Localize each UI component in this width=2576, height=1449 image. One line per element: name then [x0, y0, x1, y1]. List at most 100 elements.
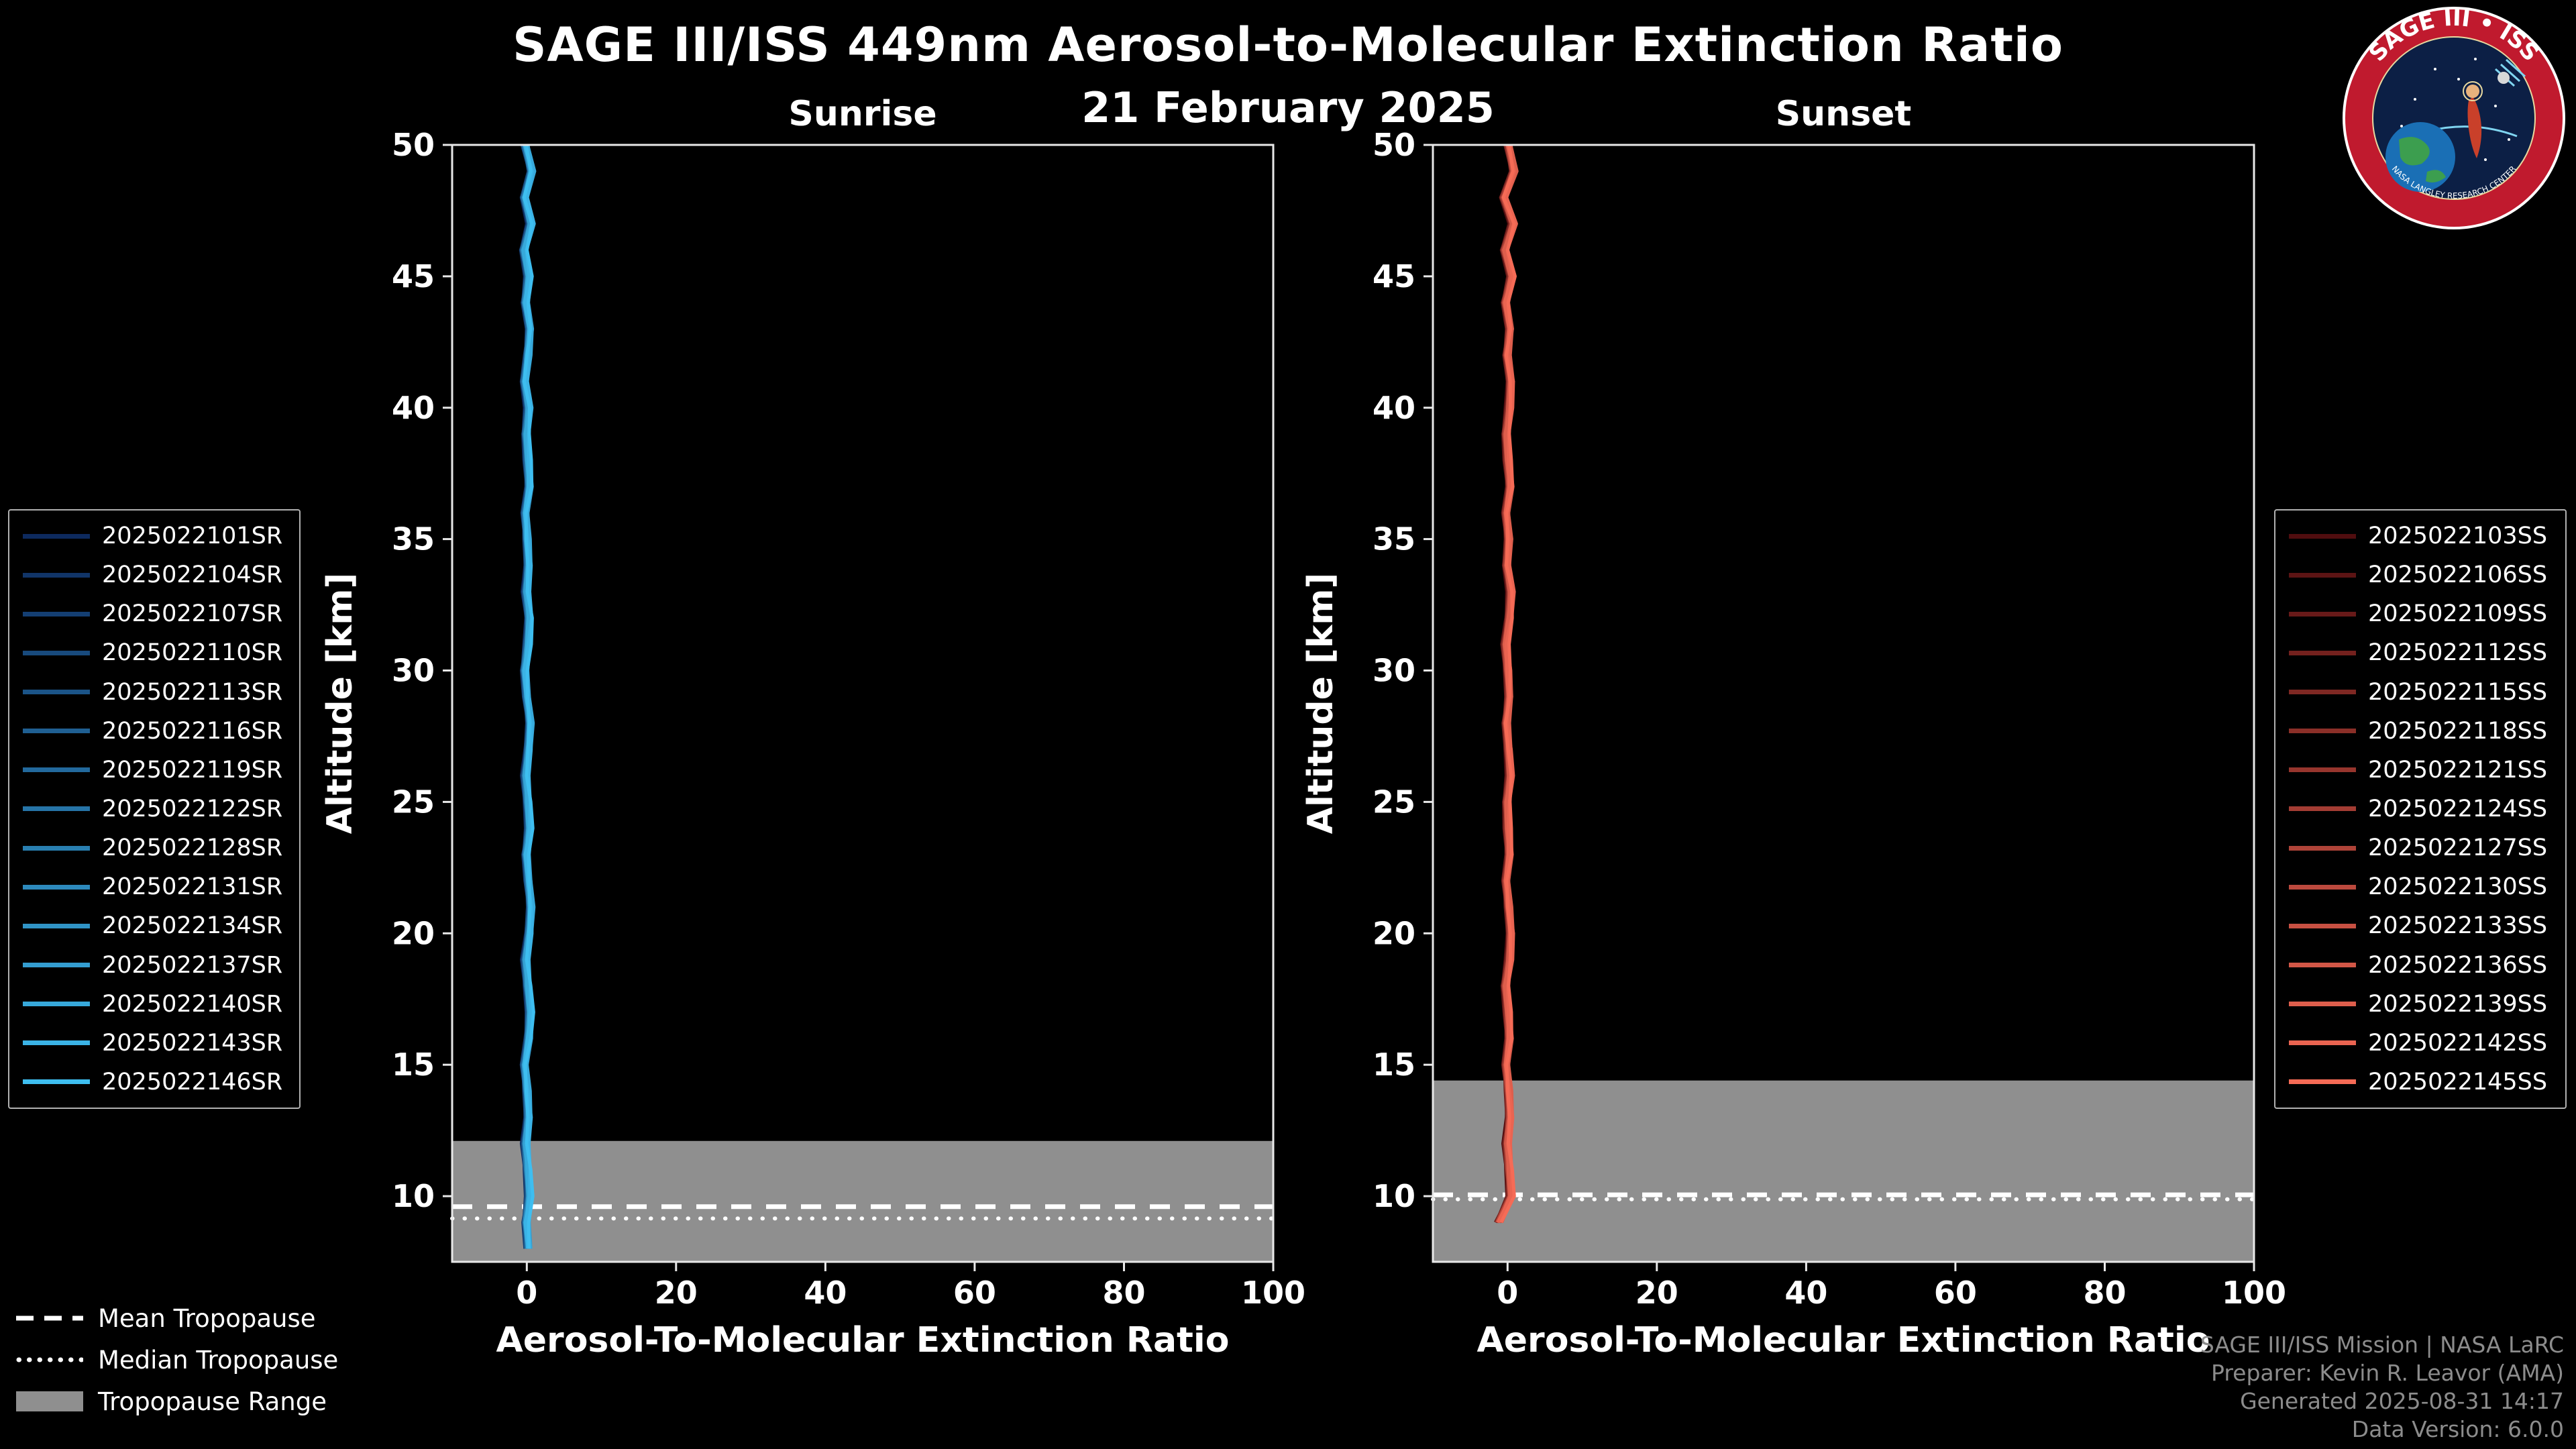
tropopause-range-swatch	[16, 1391, 83, 1411]
legend-item: 2025022115SS	[2289, 679, 2552, 706]
chart-date-subtitle: 21 February 2025	[1081, 83, 1495, 132]
series-label: 2025022113SR	[102, 678, 283, 706]
footer-generated-line: Generated 2025-08-31 14:17	[2240, 1388, 2564, 1414]
series-color-swatch	[23, 963, 90, 968]
series-label: 2025022146SR	[102, 1068, 283, 1095]
series-label: 2025022133SS	[2368, 912, 2548, 940]
series-color-swatch	[2289, 884, 2356, 890]
legend-item: 2025022127SS	[2289, 835, 2552, 861]
legend-item: 2025022145SS	[2289, 1069, 2552, 1095]
series-label: 2025022127SS	[2368, 835, 2548, 862]
sunrise-event-legend: 2025022101SR 2025022104SR 2025022107SR 2025…	[8, 509, 301, 1109]
series-label: 2025022124SS	[2368, 795, 2548, 822]
legend-item: 2025022113SR	[23, 679, 286, 706]
legend-item: 2025022139SS	[2289, 991, 2552, 1018]
figure-art	[2463, 81, 2483, 158]
sunrise-chart: 0 20 40 60 80 100 10 15 20 25 30 35 40 45 50 Aerosol-To…	[320, 127, 1305, 1360]
legend-item: 2025022146SR	[23, 1069, 286, 1095]
sunset-tropopause-range-band	[1433, 1080, 2254, 1262]
legend-item: 2025022133SS	[2289, 912, 2552, 939]
svg-text:50: 50	[392, 127, 435, 163]
series-color-swatch	[2289, 611, 2356, 616]
legend-item: 2025022109SS	[2289, 600, 2552, 627]
svg-text:15: 15	[392, 1046, 435, 1083]
series-label: 2025022116SR	[102, 717, 283, 745]
svg-text:20: 20	[1373, 915, 1415, 951]
series-label: 2025022119SR	[102, 756, 283, 784]
series-label: 2025022137SR	[102, 951, 283, 979]
series-label: 2025022134SR	[102, 912, 283, 940]
svg-text:35: 35	[392, 521, 435, 557]
series-color-swatch	[2289, 923, 2356, 928]
footer-data-version-line: Data Version: 6.0.0	[2351, 1416, 2564, 1442]
sunset-profile-lines	[1494, 144, 1519, 1224]
series-color-swatch	[2289, 845, 2356, 851]
svg-text:60: 60	[953, 1275, 996, 1311]
series-color-swatch	[23, 884, 90, 890]
sunset-chart: 0 20 40 60 80 100 10 15 20 25 30 35 40 45 50 Aerosol-To…	[1301, 127, 2286, 1360]
series-label: 2025022142SS	[2368, 1029, 2548, 1057]
svg-text:0: 0	[516, 1275, 537, 1311]
series-label: 2025022103SS	[2368, 523, 2548, 549]
legend-item: 2025022128SR	[23, 835, 286, 861]
sunrise-axes: 0 20 40 60 80 100 10 15 20 25 30 35 40 45 50 Aerosol-To…	[320, 127, 1305, 1360]
svg-text:45: 45	[392, 258, 435, 294]
profile-2025022145SS	[1499, 144, 1517, 1224]
profile-2025022142SS	[1496, 144, 1518, 1224]
footer-mission-line: SAGE III/ISS Mission | NASA LaRC	[2200, 1332, 2564, 1358]
svg-text:40: 40	[1373, 390, 1415, 426]
series-label: 2025022121SS	[2368, 756, 2548, 784]
sunrise-profile-lines	[519, 144, 537, 1249]
svg-text:35: 35	[1373, 521, 1415, 557]
legend-item: 2025022137SR	[23, 952, 286, 979]
series-label: 2025022115SS	[2368, 678, 2548, 706]
series-color-swatch	[23, 1040, 90, 1046]
series-color-swatch	[23, 806, 90, 812]
legend-item: 2025022122SR	[23, 796, 286, 822]
series-color-swatch	[2289, 1002, 2356, 1007]
svg-text:30: 30	[1373, 653, 1415, 689]
series-color-swatch	[2289, 963, 2356, 968]
series-color-swatch	[23, 729, 90, 734]
series-label: 2025022140SR	[102, 990, 283, 1018]
sunset-x-axis-label: Aerosol-To-Molecular Extinction Ratio	[1477, 1320, 2210, 1360]
legend-item: 2025022103SS	[2289, 523, 2552, 549]
svg-text:20: 20	[1635, 1275, 1678, 1311]
series-label: 2025022104SR	[102, 561, 283, 589]
series-color-swatch	[2289, 533, 2356, 539]
series-label: 2025022136SS	[2368, 951, 2548, 979]
sunrise-tropopause-range-band	[452, 1140, 1273, 1262]
svg-text:25: 25	[1373, 784, 1415, 820]
legend-item: 2025022106SS	[2289, 561, 2552, 588]
legend-item: 2025022118SS	[2289, 718, 2552, 745]
series-color-swatch	[23, 572, 90, 578]
median-tropopause-legend-item: Median Tropopause	[16, 1346, 338, 1375]
legend-item: 2025022143SR	[23, 1030, 286, 1057]
series-color-swatch	[23, 767, 90, 773]
sunset-event-legend: 2025022103SS 2025022106SS 2025022109SS 2025…	[2274, 509, 2567, 1109]
svg-text:40: 40	[392, 390, 435, 426]
svg-text:60: 60	[1934, 1275, 1977, 1311]
series-color-swatch	[23, 1079, 90, 1085]
series-color-swatch	[2289, 572, 2356, 578]
tropopause-range-label: Tropopause Range	[98, 1387, 327, 1416]
chart-title: SAGE III/ISS 449nm Aerosol-to-Molecular …	[513, 17, 2063, 72]
svg-text:0: 0	[1497, 1275, 1518, 1311]
svg-text:80: 80	[2083, 1275, 2126, 1311]
series-color-swatch	[23, 923, 90, 928]
legend-item: 2025022101SR	[23, 523, 286, 549]
tropopause-range-legend-item: Tropopause Range	[16, 1387, 338, 1416]
mean-tropopause-legend-item: Mean Tropopause	[16, 1304, 338, 1333]
sunrise-plot-border	[451, 144, 1275, 1263]
legend-item: 2025022119SR	[23, 757, 286, 784]
series-label: 2025022145SS	[2368, 1068, 2548, 1095]
legend-item: 2025022136SS	[2289, 952, 2552, 979]
legend-item: 2025022104SR	[23, 561, 286, 588]
svg-text:40: 40	[804, 1275, 847, 1311]
svg-text:80: 80	[1102, 1275, 1145, 1311]
series-label: 2025022109SS	[2368, 600, 2548, 628]
series-label: 2025022128SR	[102, 835, 283, 862]
legend-item: 2025022140SR	[23, 991, 286, 1018]
svg-text:30: 30	[392, 653, 435, 689]
